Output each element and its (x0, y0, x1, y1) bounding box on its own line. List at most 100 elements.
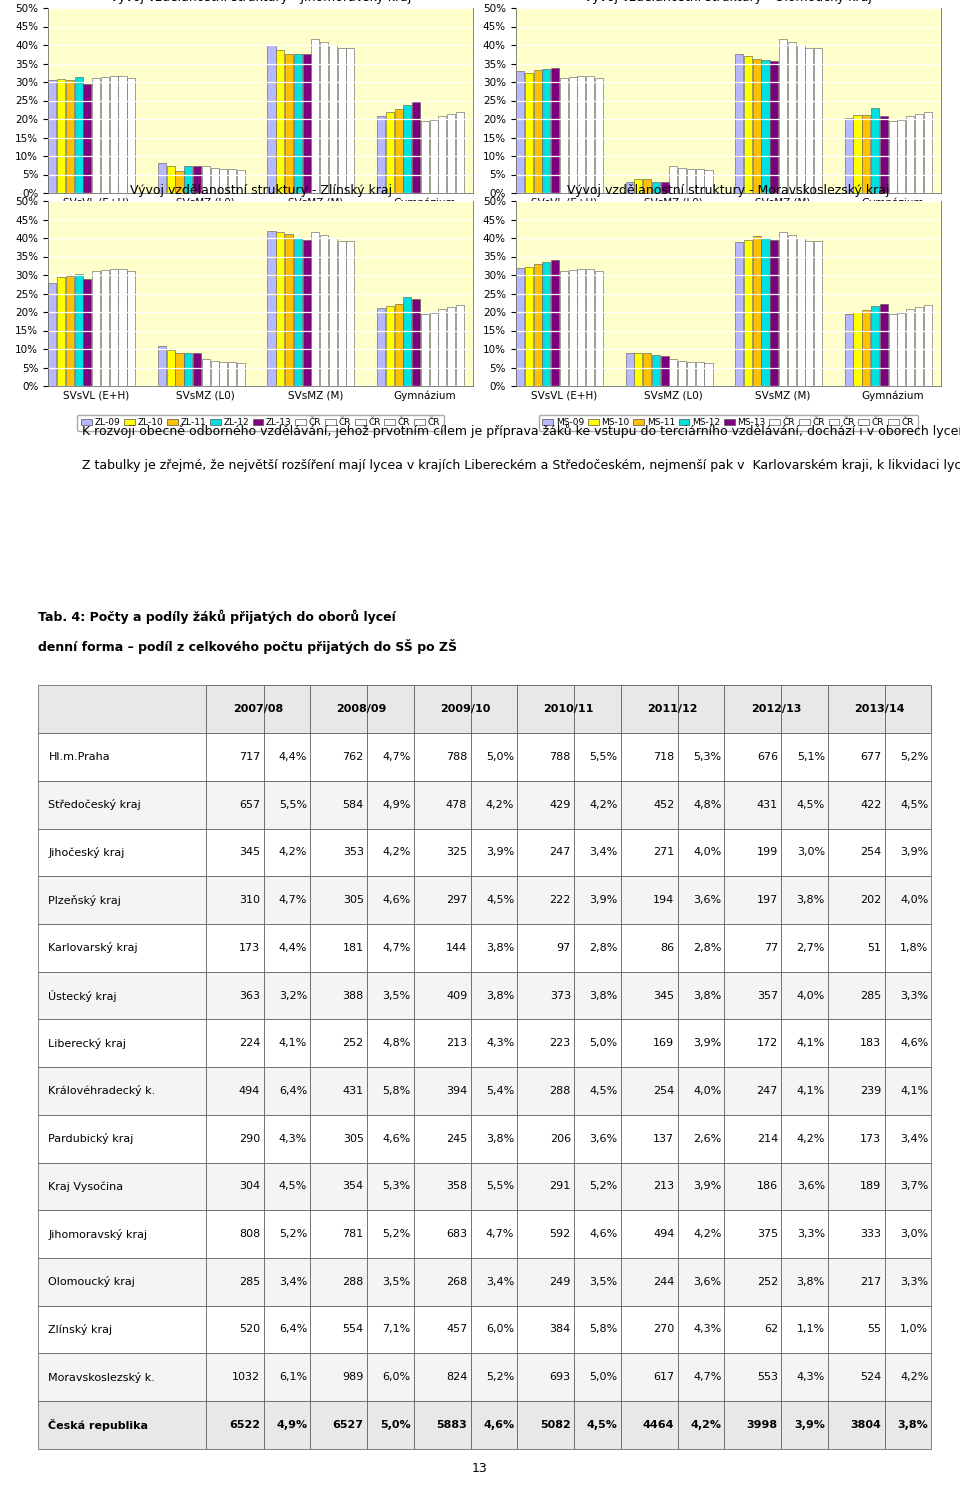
Text: 4,5%: 4,5% (900, 800, 928, 809)
Bar (430, 312, 438, 387)
Bar (101, 77, 109, 193)
Text: 77: 77 (763, 943, 778, 953)
Text: Tab. 4: Počty a podíly žáků přijatých do oborů lyceí: Tab. 4: Počty a podíly žáků přijatých do… (38, 610, 396, 623)
Bar (845, 119, 852, 193)
Text: 249: 249 (549, 1277, 571, 1286)
Bar (595, 77, 603, 193)
Text: 494: 494 (653, 1230, 674, 1239)
Bar (577, 76, 586, 193)
Bar (57, 277, 65, 387)
Bar (439, 309, 446, 387)
Bar (574, 1210, 620, 1258)
Bar (781, 876, 828, 923)
Bar (470, 1401, 517, 1448)
Text: 3,4%: 3,4% (279, 1277, 307, 1286)
Text: 2010/11: 2010/11 (543, 705, 594, 714)
Bar (828, 828, 885, 876)
Bar (696, 170, 704, 193)
Bar (678, 923, 724, 971)
Bar (735, 54, 743, 193)
Bar (176, 171, 183, 193)
Text: 3,6%: 3,6% (797, 1181, 825, 1191)
Bar (828, 971, 885, 1020)
Bar (687, 170, 695, 193)
Bar (470, 1306, 517, 1353)
Bar (828, 923, 885, 971)
Text: Zlínský kraj: Zlínský kraj (49, 1323, 112, 1335)
Bar (534, 263, 541, 387)
Bar (38, 1115, 206, 1163)
Text: 388: 388 (343, 990, 364, 1001)
Text: 217: 217 (860, 1277, 881, 1286)
Bar (735, 242, 743, 387)
Text: 305: 305 (343, 1133, 364, 1144)
Bar (753, 236, 760, 387)
Bar (395, 303, 402, 387)
Bar (781, 1068, 828, 1115)
Bar (828, 876, 885, 923)
Bar (414, 1068, 470, 1115)
Text: 5,0%: 5,0% (589, 1038, 618, 1048)
Text: 333: 333 (860, 1230, 881, 1239)
Text: 224: 224 (239, 1038, 260, 1048)
Text: 717: 717 (239, 752, 260, 761)
Bar (885, 1258, 931, 1306)
Text: 3,3%: 3,3% (797, 1230, 825, 1239)
Bar (678, 361, 686, 387)
Text: 4,4%: 4,4% (278, 943, 307, 953)
Bar (574, 1353, 620, 1401)
Bar (724, 1306, 781, 1353)
Legend: MS-09, MS-10, MS-11, MS-12, MS-13, ČR, ČR, ČR, ČR, ČR: MS-09, MS-10, MS-11, MS-12, MS-13, ČR, Č… (539, 415, 918, 431)
Text: 3804: 3804 (851, 1420, 881, 1430)
Text: 5,0%: 5,0% (589, 1373, 618, 1383)
Text: Kraj Vysočina: Kraj Vysočina (49, 1181, 124, 1191)
Bar (329, 46, 337, 193)
Bar (862, 116, 871, 193)
Text: 4,1%: 4,1% (797, 1086, 825, 1096)
Text: 4,2%: 4,2% (693, 1230, 721, 1239)
Bar (853, 116, 861, 193)
Text: Královéhradecký k.: Královéhradecký k. (49, 1086, 156, 1096)
Text: 271: 271 (653, 848, 674, 858)
Text: 3,8%: 3,8% (898, 1420, 928, 1430)
Bar (534, 70, 541, 193)
Text: 5,3%: 5,3% (383, 1181, 411, 1191)
Text: 358: 358 (446, 1181, 468, 1191)
Text: 5,2%: 5,2% (382, 1230, 411, 1239)
Bar (828, 1258, 885, 1306)
Text: 4,6%: 4,6% (589, 1230, 618, 1239)
Text: 4,0%: 4,0% (900, 895, 928, 906)
Bar (92, 77, 100, 193)
Bar (206, 733, 264, 781)
Text: 4,0%: 4,0% (693, 848, 721, 858)
Bar (38, 1258, 206, 1306)
Bar (367, 828, 414, 876)
Text: 4,9%: 4,9% (276, 1420, 307, 1430)
Bar (264, 781, 310, 828)
Bar (678, 971, 724, 1020)
Text: 5,0%: 5,0% (486, 752, 515, 761)
Bar (797, 46, 804, 193)
Text: 4,3%: 4,3% (279, 1133, 307, 1144)
Text: 3,9%: 3,9% (693, 1038, 721, 1048)
Bar (678, 1163, 724, 1210)
Bar (517, 686, 620, 733)
Bar (551, 260, 559, 387)
Text: 3,8%: 3,8% (797, 1277, 825, 1286)
Text: 305: 305 (343, 895, 364, 906)
Text: 288: 288 (549, 1086, 571, 1096)
Text: 206: 206 (550, 1133, 571, 1144)
Text: 457: 457 (446, 1325, 468, 1334)
Bar (724, 1258, 781, 1306)
Text: 1032: 1032 (232, 1373, 260, 1383)
Bar (310, 1353, 367, 1401)
Bar (678, 1258, 724, 1306)
Text: 3,6%: 3,6% (693, 1277, 721, 1286)
Bar (885, 1115, 931, 1163)
Bar (678, 1068, 724, 1115)
Text: 7,1%: 7,1% (382, 1325, 411, 1334)
Text: 762: 762 (343, 752, 364, 761)
Bar (620, 1115, 678, 1163)
Text: 3,8%: 3,8% (797, 895, 825, 906)
Bar (678, 686, 724, 733)
